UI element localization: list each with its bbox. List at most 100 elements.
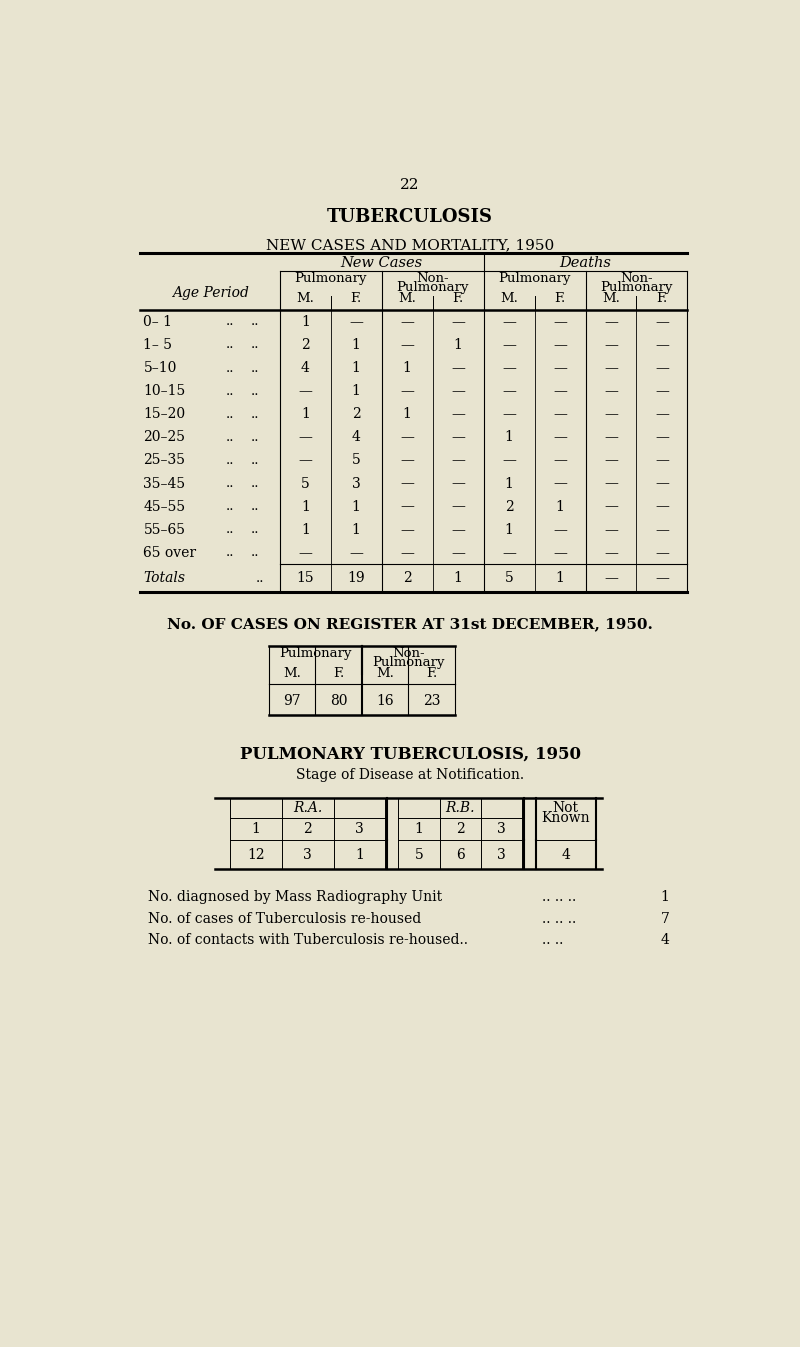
Text: —: — <box>553 407 567 422</box>
Text: 4: 4 <box>301 361 310 374</box>
Text: 97: 97 <box>283 695 301 709</box>
Text: ..: .. <box>226 385 234 397</box>
Text: ..: .. <box>250 408 259 420</box>
Text: Age Period: Age Period <box>172 286 249 299</box>
Text: —: — <box>400 454 414 467</box>
Text: —: — <box>553 523 567 536</box>
Text: 1: 1 <box>352 361 361 374</box>
Text: Non-: Non- <box>416 272 449 286</box>
Text: 1: 1 <box>505 477 514 490</box>
Text: 15–20: 15–20 <box>143 407 186 422</box>
Text: 1: 1 <box>414 822 423 836</box>
Text: —: — <box>451 546 465 560</box>
Text: —: — <box>604 315 618 329</box>
Text: 1: 1 <box>301 500 310 513</box>
Text: —: — <box>400 315 414 329</box>
Text: —: — <box>604 571 618 585</box>
Text: —: — <box>502 546 516 560</box>
Text: —: — <box>655 430 669 445</box>
Text: ..: .. <box>226 431 234 443</box>
Text: R.B.: R.B. <box>446 800 475 815</box>
Text: —: — <box>350 546 363 560</box>
Text: —: — <box>604 338 618 352</box>
Text: 2: 2 <box>301 338 310 352</box>
Text: 2: 2 <box>456 822 465 836</box>
Text: 20–25: 20–25 <box>143 430 186 445</box>
Text: 23: 23 <box>423 695 441 709</box>
Text: —: — <box>655 546 669 560</box>
Text: 1: 1 <box>352 523 361 536</box>
Text: —: — <box>451 477 465 490</box>
Text: —: — <box>298 430 312 445</box>
Text: —: — <box>502 338 516 352</box>
Text: No. of contacts with Tuberculosis re-housed..: No. of contacts with Tuberculosis re-hou… <box>148 933 468 947</box>
Text: F.: F. <box>426 667 438 680</box>
Text: —: — <box>604 454 618 467</box>
Text: 55–65: 55–65 <box>143 523 186 536</box>
Text: ..: .. <box>250 361 259 374</box>
Text: 1: 1 <box>454 338 462 352</box>
Text: —: — <box>655 523 669 536</box>
Text: M.: M. <box>296 292 314 306</box>
Text: 4: 4 <box>352 430 361 445</box>
Text: —: — <box>400 546 414 560</box>
Text: 1: 1 <box>355 849 364 862</box>
Text: 10–15: 10–15 <box>143 384 186 399</box>
Text: —: — <box>553 315 567 329</box>
Text: 1: 1 <box>301 523 310 536</box>
Text: —: — <box>502 361 516 374</box>
Text: —: — <box>604 407 618 422</box>
Text: 3: 3 <box>355 822 364 836</box>
Text: Not: Not <box>553 800 578 815</box>
Text: —: — <box>451 361 465 374</box>
Text: 1: 1 <box>352 338 361 352</box>
Text: No. OF CASES ON REGISTER AT 31st DECEMBER, 1950.: No. OF CASES ON REGISTER AT 31st DECEMBE… <box>167 617 653 632</box>
Text: ..: .. <box>226 477 234 490</box>
Text: 1: 1 <box>505 523 514 536</box>
Text: —: — <box>553 454 567 467</box>
Text: 1: 1 <box>556 571 565 585</box>
Text: 1: 1 <box>251 822 261 836</box>
Text: 16: 16 <box>376 695 394 709</box>
Text: —: — <box>604 361 618 374</box>
Text: Pulmonary: Pulmonary <box>600 282 673 295</box>
Text: 1: 1 <box>301 407 310 422</box>
Text: M.: M. <box>398 292 416 306</box>
Text: —: — <box>451 454 465 467</box>
Text: —: — <box>655 571 669 585</box>
Text: 5: 5 <box>301 477 310 490</box>
Text: ..: .. <box>226 338 234 352</box>
Text: ..: .. <box>226 454 234 467</box>
Text: 3: 3 <box>498 849 506 862</box>
Text: M.: M. <box>376 667 394 680</box>
Text: —: — <box>502 384 516 399</box>
Text: —: — <box>400 523 414 536</box>
Text: ..: .. <box>226 408 234 420</box>
Text: —: — <box>655 407 669 422</box>
Text: 1: 1 <box>454 571 462 585</box>
Text: 1: 1 <box>301 315 310 329</box>
Text: F.: F. <box>333 667 344 680</box>
Text: 2: 2 <box>505 500 514 513</box>
Text: —: — <box>451 523 465 536</box>
Text: ..: .. <box>226 315 234 329</box>
Text: 3: 3 <box>498 822 506 836</box>
Text: —: — <box>400 500 414 513</box>
Text: Pulmonary: Pulmonary <box>372 656 445 669</box>
Text: —: — <box>604 430 618 445</box>
Text: 22: 22 <box>400 178 420 191</box>
Text: M.: M. <box>500 292 518 306</box>
Text: Stage of Disease at Notification.: Stage of Disease at Notification. <box>296 768 524 783</box>
Text: ..: .. <box>250 315 259 329</box>
Text: Deaths: Deaths <box>560 256 611 269</box>
Text: —: — <box>655 384 669 399</box>
Text: —: — <box>298 384 312 399</box>
Text: F.: F. <box>554 292 566 306</box>
Text: —: — <box>400 384 414 399</box>
Text: F.: F. <box>453 292 464 306</box>
Text: Non-: Non- <box>620 272 653 286</box>
Text: ..: .. <box>250 500 259 513</box>
Text: ..: .. <box>250 454 259 467</box>
Text: —: — <box>655 500 669 513</box>
Text: 1: 1 <box>402 407 412 422</box>
